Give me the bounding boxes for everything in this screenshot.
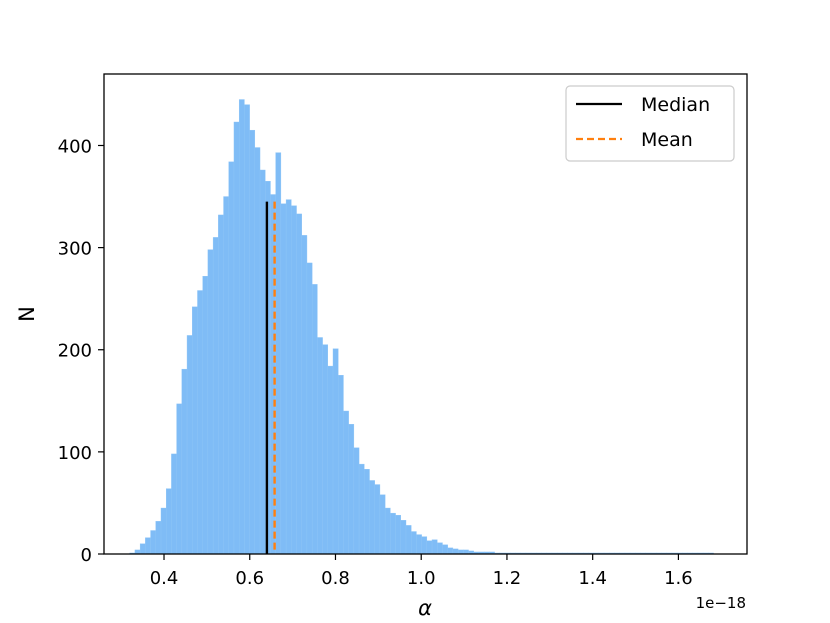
histogram-bar — [343, 410, 349, 555]
histogram-bar — [160, 507, 167, 555]
histogram-bar — [317, 337, 323, 555]
y-axis-ticks: 0 100 200 300 400 — [58, 136, 104, 566]
histogram-bar — [207, 249, 214, 555]
histogram-bar — [379, 494, 386, 555]
y-tick-label: 200 — [58, 341, 92, 362]
histogram-bar — [311, 284, 318, 555]
x-axis-label: α — [418, 596, 432, 620]
legend-mean-label: Mean — [641, 129, 693, 151]
x-axis-ticks: 0.4 0.6 0.8 1.0 1.2 1.4 1.6 — [150, 554, 693, 589]
histogram-bar — [223, 196, 229, 555]
histogram-bar — [285, 199, 292, 555]
histogram-bar — [400, 520, 407, 555]
histogram-bar — [348, 424, 355, 555]
y-tick-label: 100 — [58, 443, 92, 464]
histogram-bar — [186, 335, 193, 555]
histogram-bar — [322, 344, 328, 555]
histogram-bar — [202, 276, 209, 555]
y-tick-label: 400 — [58, 136, 92, 157]
histogram-bar — [244, 104, 250, 555]
histogram-bar — [369, 480, 375, 555]
histogram-bar — [280, 203, 287, 555]
histogram-bar — [218, 214, 224, 555]
histogram-bar — [338, 375, 344, 555]
histogram-bar — [332, 348, 339, 555]
histogram-bar — [228, 161, 235, 555]
y-tick-label: 300 — [58, 239, 92, 260]
plot-frame — [103, 73, 748, 555]
histogram-bar — [139, 543, 146, 555]
histogram-bar — [384, 507, 391, 555]
histogram-bar — [166, 488, 172, 555]
y-axis-label: N — [15, 306, 39, 322]
histogram-bar — [254, 147, 261, 555]
histogram-bar — [197, 290, 203, 555]
histogram-bar — [452, 548, 459, 555]
histogram-bar — [238, 99, 245, 555]
histogram-bar — [171, 453, 177, 555]
histogram-bar — [233, 121, 240, 555]
legend: Median Mean — [565, 85, 735, 162]
histogram-bar — [181, 368, 188, 555]
histogram-bar — [353, 447, 360, 555]
x-tick-label: 0.8 — [321, 568, 350, 589]
histogram-bars — [129, 99, 714, 555]
histogram-bar — [155, 521, 162, 555]
x-axis-offset-label: 1e−18 — [696, 594, 746, 612]
x-tick-label: 1.2 — [493, 568, 522, 589]
x-tick-label: 1.6 — [664, 568, 693, 589]
histogram-bar — [437, 542, 443, 555]
x-tick-label: 0.4 — [150, 568, 179, 589]
histogram-bar — [364, 469, 370, 555]
histogram-bar — [410, 531, 417, 555]
histogram-bar — [358, 463, 365, 555]
stat-markers — [265, 201, 276, 554]
histogram-bar — [306, 262, 313, 555]
histogram-bar — [212, 237, 219, 555]
histogram-bar — [442, 544, 448, 555]
histogram-bar — [145, 537, 151, 555]
histogram-bar — [405, 525, 412, 555]
histogram-bar — [192, 306, 198, 555]
histogram-bar — [421, 536, 428, 555]
x-tick-label: 1.4 — [578, 568, 607, 589]
histogram-bar — [395, 514, 401, 555]
histogram-bar — [296, 213, 302, 555]
x-tick-label: 1.0 — [407, 568, 436, 589]
histogram-bar — [431, 539, 438, 555]
x-tick-label: 0.6 — [235, 568, 264, 589]
histogram-bar — [176, 403, 183, 555]
histogram-bar — [447, 547, 454, 555]
legend-median-label: Median — [641, 94, 710, 116]
histogram-bar — [150, 530, 156, 555]
histogram-bar — [327, 365, 334, 555]
histogram-bar — [291, 205, 297, 555]
histogram-bar — [390, 512, 396, 555]
histogram-bar — [249, 129, 256, 555]
histogram-bar — [301, 235, 308, 555]
histogram-bar — [374, 484, 381, 555]
y-tick-label: 0 — [81, 545, 92, 566]
histogram-bar — [259, 169, 266, 555]
histogram-bar — [275, 152, 282, 555]
histogram-bar — [426, 540, 433, 555]
histogram-bar — [416, 534, 422, 555]
